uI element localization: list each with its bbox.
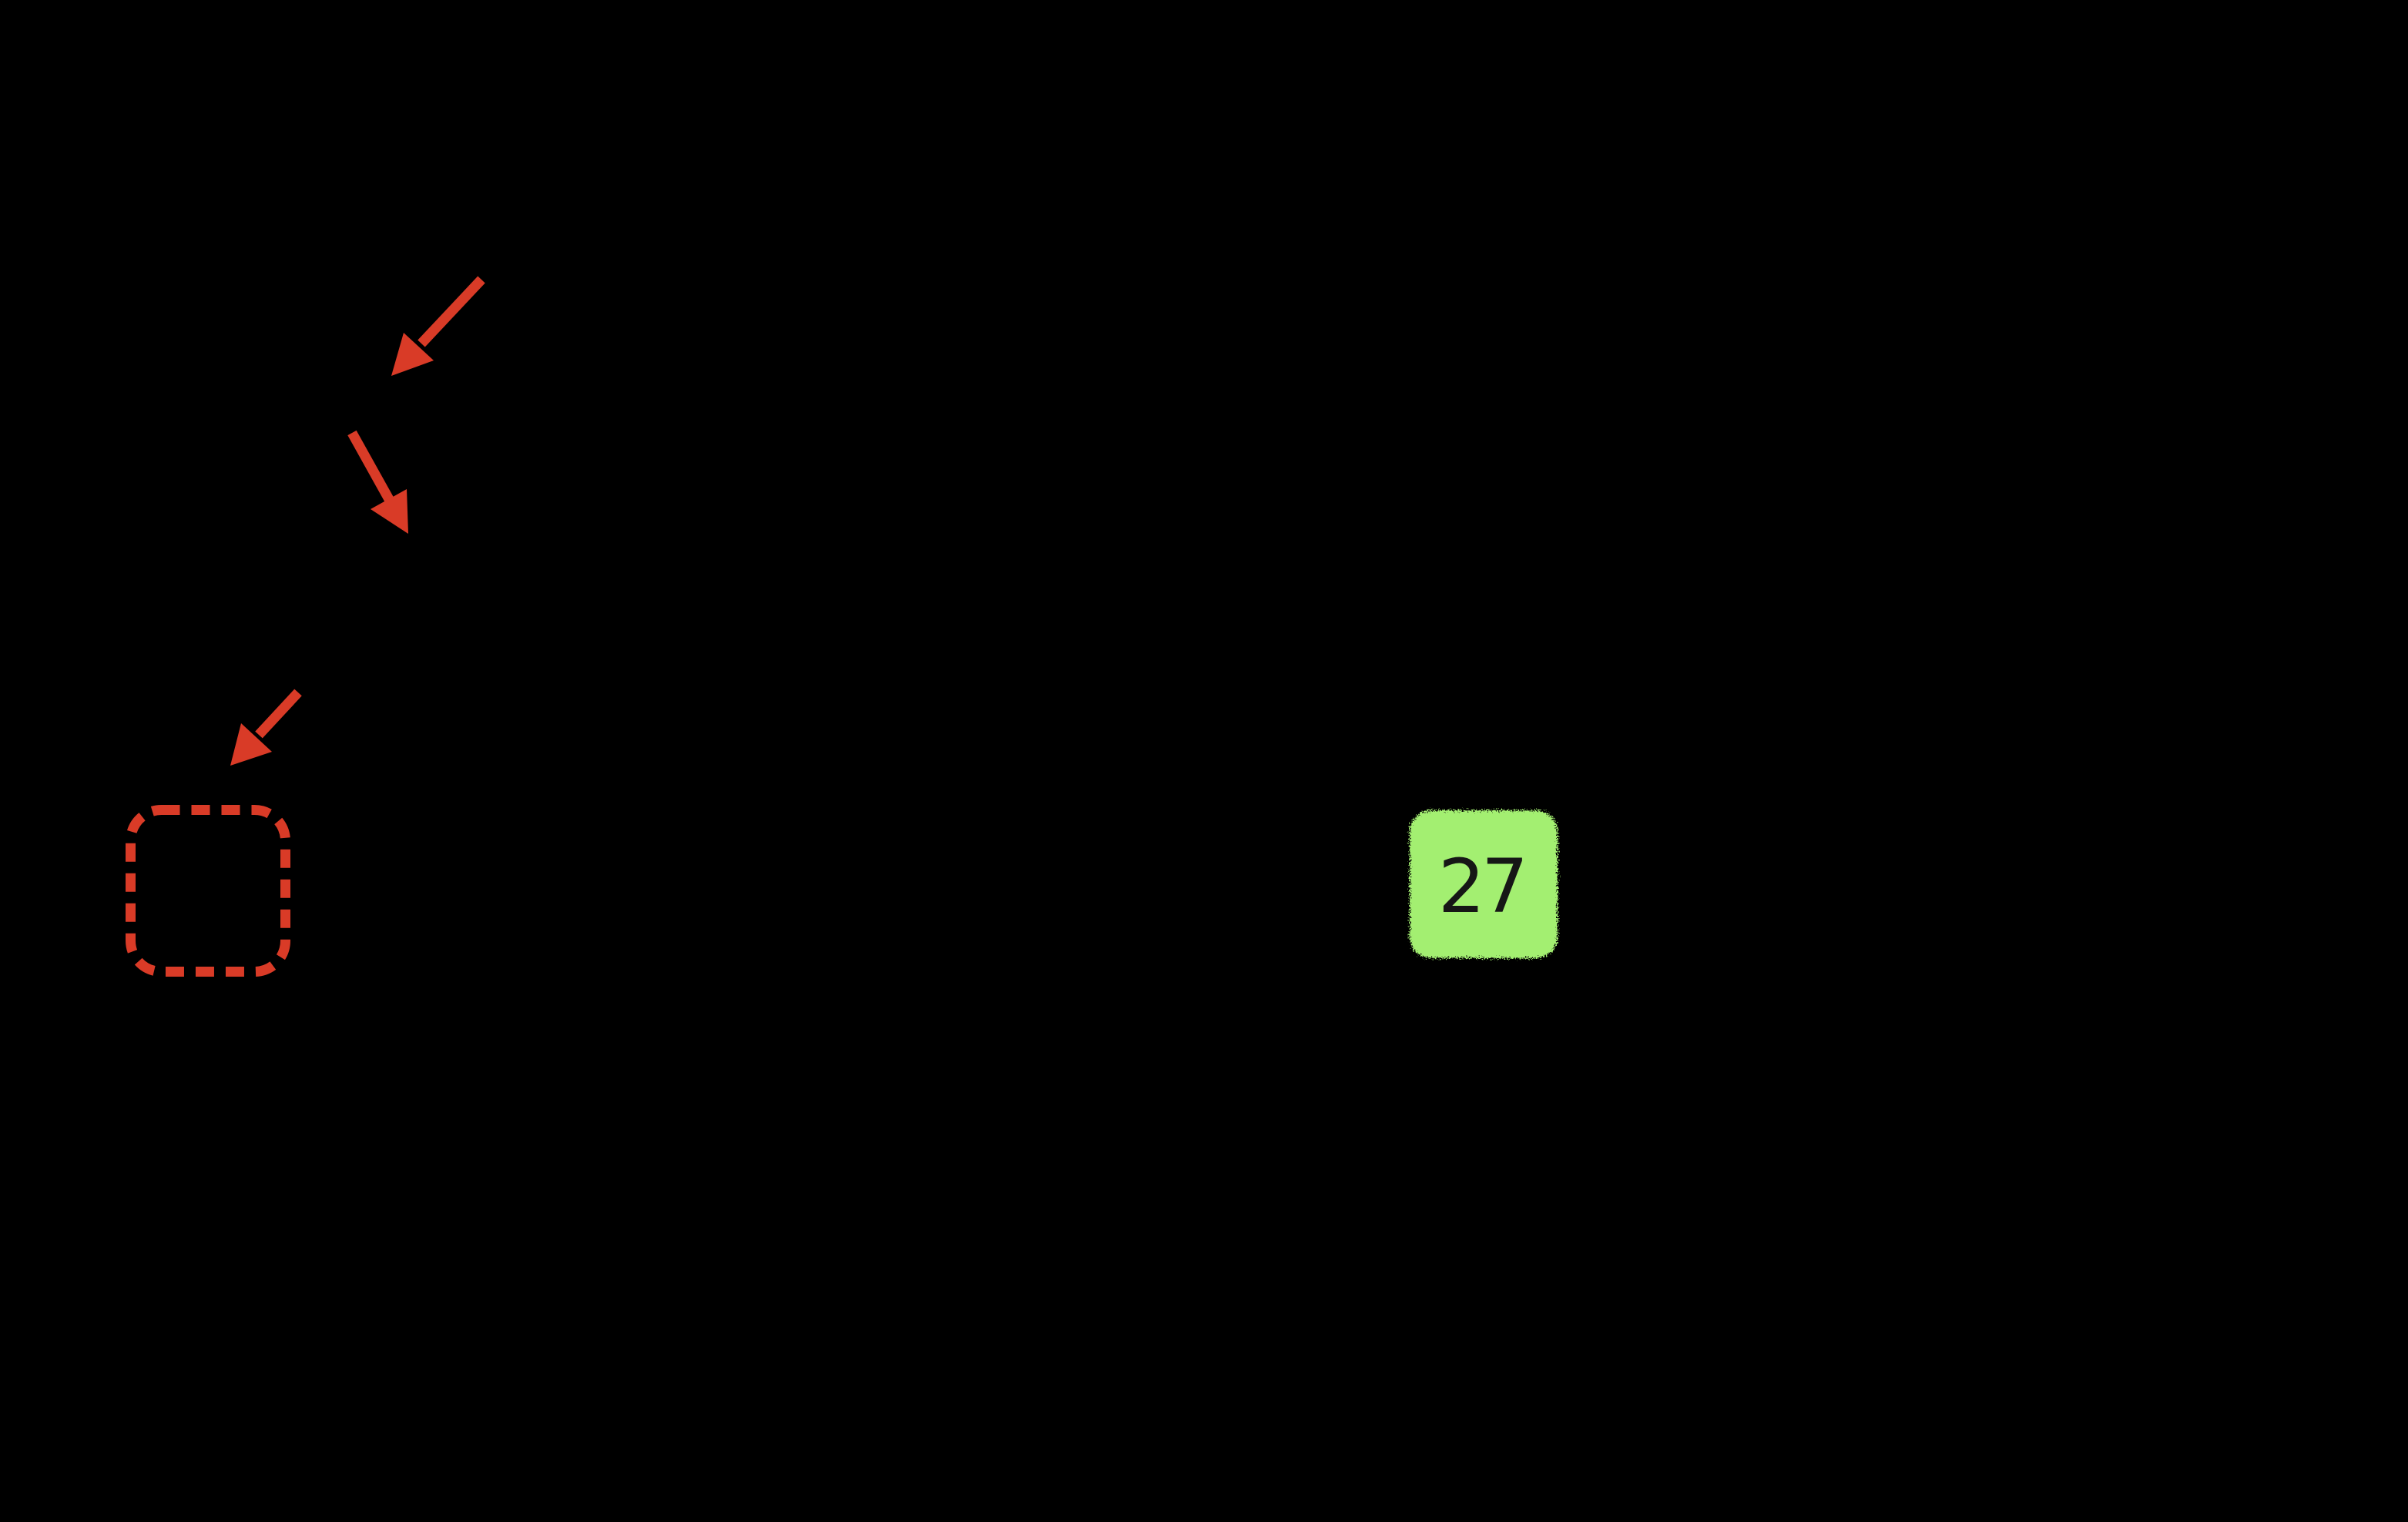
green-value-box: 27	[1410, 810, 1558, 958]
dashed-placeholder-box	[126, 805, 290, 977]
annotation-arrow-2	[347, 430, 408, 534]
annotation-arrow-3	[230, 689, 302, 766]
arrow-shaft	[347, 430, 394, 504]
green-value-box-fill	[1410, 810, 1558, 958]
annotation-arrow-1	[391, 276, 485, 376]
arrow-shaft	[418, 276, 485, 347]
arrow-head-icon	[230, 723, 272, 766]
green-value-box-label: 27	[1438, 843, 1524, 930]
arrow-head-icon	[391, 333, 434, 376]
arrow-shaft	[255, 689, 302, 739]
arrow-head-icon	[371, 489, 408, 534]
